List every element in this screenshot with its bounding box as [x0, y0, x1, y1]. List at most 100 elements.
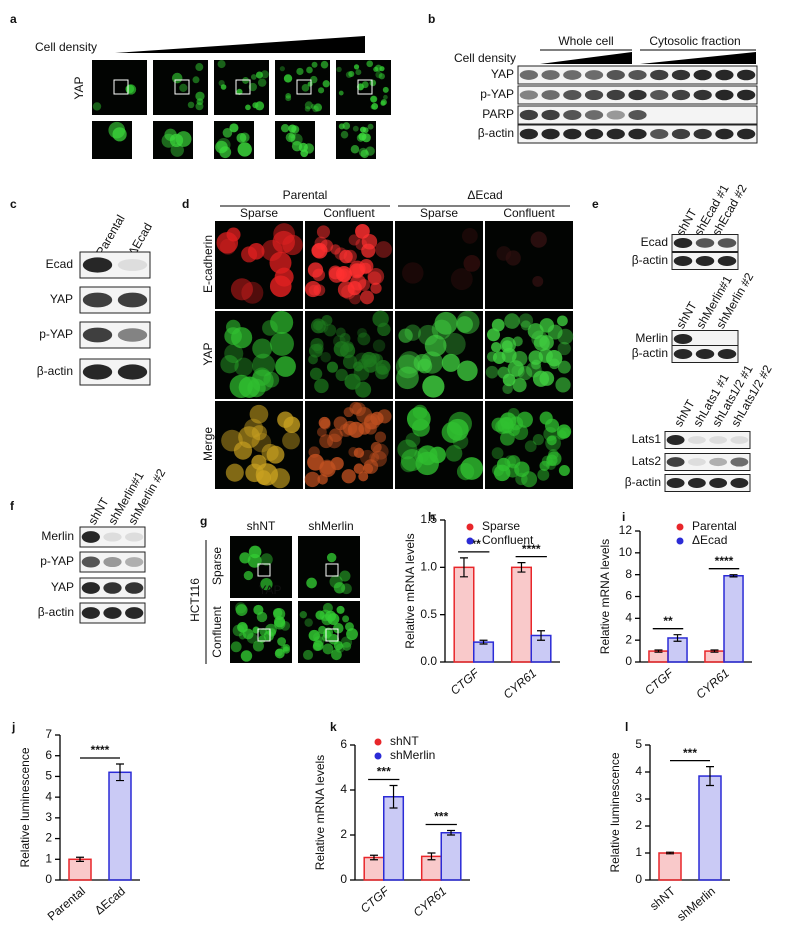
panel-letter: g	[200, 514, 207, 528]
x-tick-label: CTGF	[358, 884, 393, 916]
cell	[311, 61, 318, 68]
cell	[405, 432, 421, 448]
axis-label: Cell density	[454, 51, 516, 65]
cell	[269, 468, 290, 489]
cell	[304, 106, 311, 112]
cell	[108, 121, 126, 139]
cell	[187, 101, 195, 109]
cell	[299, 611, 307, 619]
inset-box	[257, 628, 271, 642]
cell	[420, 351, 444, 374]
band	[584, 110, 604, 120]
cell	[307, 262, 324, 278]
significance-label: ***	[434, 810, 448, 824]
band	[693, 89, 712, 101]
bar	[108, 771, 132, 881]
stain-label: YAP	[258, 583, 281, 597]
cell	[338, 123, 345, 130]
cell	[505, 463, 520, 478]
cell	[280, 644, 288, 652]
bar	[723, 575, 744, 663]
cell	[491, 417, 506, 432]
band	[584, 128, 604, 140]
cell	[310, 75, 318, 84]
band	[717, 238, 737, 248]
cell	[545, 350, 563, 367]
cell	[491, 447, 504, 460]
cell	[316, 427, 327, 437]
cell	[260, 553, 273, 566]
band	[717, 256, 737, 266]
cell	[239, 552, 251, 564]
cell	[357, 327, 367, 338]
cell	[331, 649, 342, 661]
band	[541, 90, 560, 100]
bar	[698, 775, 722, 881]
bar	[658, 852, 682, 881]
cell	[353, 463, 365, 474]
band	[693, 69, 712, 81]
band	[717, 349, 737, 359]
cell	[304, 101, 313, 110]
band	[584, 89, 604, 101]
error-bar	[389, 784, 398, 809]
cell	[323, 324, 337, 337]
cell	[340, 130, 349, 139]
cell	[336, 66, 342, 73]
band	[519, 90, 538, 100]
band	[730, 436, 749, 444]
band	[671, 89, 691, 101]
cell	[504, 313, 520, 329]
bar	[510, 566, 533, 663]
cell	[349, 401, 362, 415]
cell	[260, 577, 273, 591]
cell	[309, 367, 323, 380]
inset-box	[325, 628, 339, 642]
cell	[308, 446, 320, 458]
cell	[231, 327, 253, 349]
panel-letter: k	[330, 720, 337, 734]
cell	[310, 337, 324, 352]
row-label: β-actin	[632, 253, 668, 267]
cell	[233, 441, 253, 460]
cell	[537, 468, 550, 481]
x-tick-label: CYR61	[501, 666, 540, 702]
y-tick-label: 6	[625, 589, 632, 603]
cell	[356, 134, 365, 142]
cell	[179, 83, 188, 93]
cell	[377, 409, 392, 424]
cell	[251, 425, 267, 441]
cell	[355, 69, 362, 76]
cell	[342, 354, 358, 370]
cell	[400, 456, 417, 473]
cell	[367, 267, 385, 285]
cell	[255, 71, 264, 79]
error-bar	[537, 630, 546, 641]
legend-label: shNT	[390, 734, 419, 748]
y-tick-label: 4	[340, 782, 347, 796]
cell	[318, 87, 325, 94]
cell	[374, 431, 387, 443]
band	[584, 70, 604, 80]
cell	[546, 454, 558, 466]
cell	[348, 234, 360, 246]
row-label: Lats2	[632, 454, 662, 468]
cell	[372, 339, 386, 352]
bar	[453, 566, 475, 663]
cell	[327, 613, 340, 626]
cell	[283, 416, 301, 434]
group-label: Cytosolic fraction	[649, 34, 740, 48]
cell	[258, 635, 267, 643]
inset-box	[357, 79, 373, 95]
band	[687, 478, 706, 488]
cell	[398, 351, 422, 374]
band	[117, 328, 148, 342]
cell	[369, 79, 377, 87]
band	[666, 478, 685, 488]
cell	[452, 433, 469, 450]
cell	[313, 320, 324, 331]
cell	[316, 225, 331, 239]
cell	[236, 88, 243, 95]
cell	[511, 350, 528, 367]
